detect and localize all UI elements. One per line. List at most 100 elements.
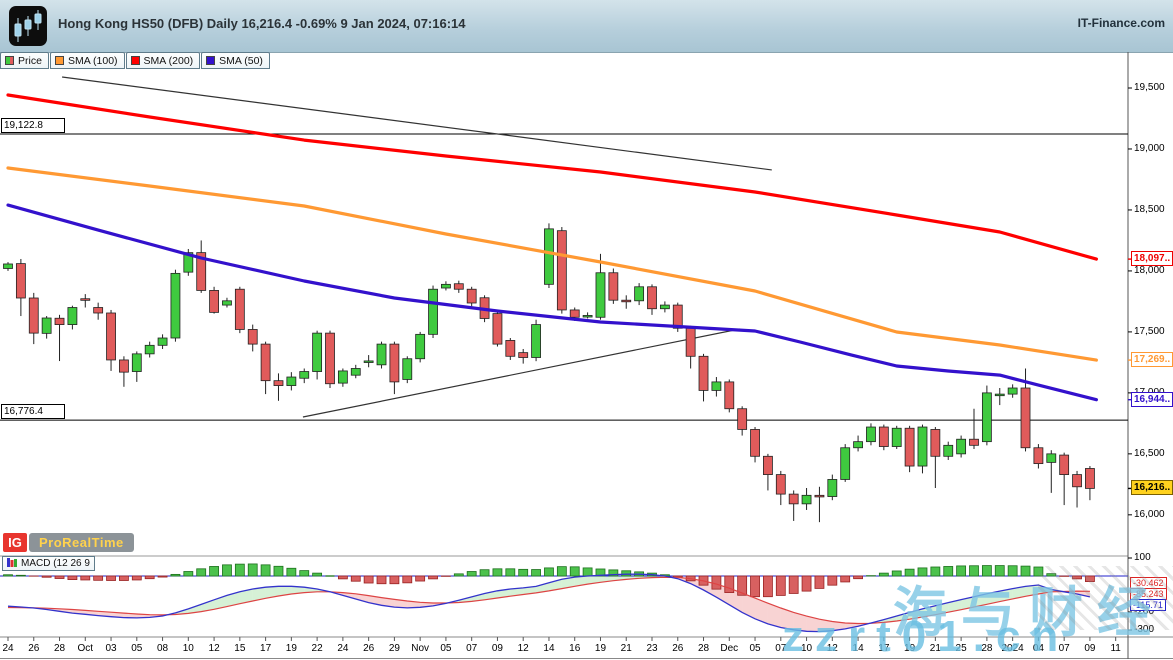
macd-histogram-bar (531, 569, 541, 577)
tab-sma-50[interactable]: SMA (50) (201, 52, 270, 69)
candle-body (814, 494, 825, 498)
trendline[interactable] (62, 76, 772, 171)
candle-body (453, 283, 464, 290)
macd-fill (111, 612, 124, 618)
tab-sma50-label: SMA (50) (219, 54, 263, 67)
macd-fill (767, 603, 781, 628)
candle-body (1072, 474, 1082, 488)
candle-body (763, 455, 773, 475)
macd-histogram-bar (41, 575, 52, 578)
macd-fill (948, 599, 962, 613)
macd-histogram-bar (80, 575, 91, 581)
candle-body (1020, 387, 1031, 449)
candle-body (234, 288, 245, 330)
macd-histogram-bar (106, 575, 116, 581)
macd-histogram-bar (415, 575, 426, 582)
candle-body (956, 438, 967, 455)
macd-histogram-bar (582, 567, 593, 577)
candle-body (866, 426, 876, 443)
indicator-legend: Price SMA (100) SMA (200) SMA (50) (0, 52, 271, 69)
tab-sma-100[interactable]: SMA (100) (49, 52, 125, 69)
macd-histogram-bar (376, 575, 387, 585)
candle-body (981, 392, 992, 443)
macd-fill (587, 575, 601, 585)
platform-logo[interactable]: IG ProRealTime (3, 533, 134, 552)
candle-body (350, 368, 361, 376)
candle-body (1046, 453, 1057, 463)
macd-histogram-bar (569, 566, 580, 577)
macd-histogram-bar (54, 575, 65, 579)
candle-body (917, 426, 928, 467)
macd-histogram-bar (209, 566, 219, 577)
macd-histogram-bar (724, 575, 735, 593)
macd-fill (1012, 586, 1026, 599)
tab-sma-200[interactable]: SMA (200) (125, 52, 201, 69)
sma100-legend-icon (54, 56, 64, 65)
macd-histogram-bar (878, 572, 889, 577)
candle-body (170, 272, 181, 339)
candle-body (286, 376, 297, 386)
macd-histogram-bar (67, 575, 78, 580)
candle-body (698, 355, 709, 391)
macd-signal-line[interactable] (7, 576, 1090, 625)
candle-body (183, 252, 194, 273)
macd-histogram-bar (93, 575, 104, 581)
macd-fill (742, 593, 756, 619)
macd-main-line[interactable] (7, 573, 1091, 633)
candle-body (67, 307, 78, 325)
macd-fill (999, 588, 1013, 602)
candle-body (196, 252, 207, 291)
candle-body (608, 272, 619, 301)
candle-body (672, 304, 683, 329)
candle-body (775, 474, 786, 495)
candle-body (119, 359, 129, 373)
candle-body (1007, 387, 1018, 395)
macd-histogram-bar (827, 575, 838, 586)
macd-histogram-bar (1020, 565, 1031, 577)
candlestick-logo-icon (9, 6, 47, 46)
macd-histogram-bar (273, 565, 284, 577)
macd-histogram-bar (157, 575, 168, 578)
macd-tab-label: MACD (12 26 9 (21, 558, 90, 569)
macd-histogram-bar (556, 566, 567, 577)
macd-histogram-bar (466, 571, 477, 577)
candle-body (15, 263, 26, 299)
macd-legend-icon (7, 557, 17, 570)
sma-200-line[interactable] (6, 93, 1099, 261)
candle-body (106, 312, 116, 361)
sma200-legend-icon (130, 56, 140, 65)
candle-body (3, 263, 13, 269)
candle-body (325, 332, 335, 385)
candle-body (144, 344, 155, 355)
macd-fill (239, 588, 253, 604)
candle-body (878, 426, 889, 447)
macd-fill (355, 593, 369, 603)
macd-histogram-bar (3, 574, 13, 577)
macd-histogram-bar (492, 568, 503, 577)
candle-body (853, 441, 863, 449)
macd-fill (845, 622, 859, 629)
sma-100-line[interactable] (6, 166, 1099, 362)
candle-body (994, 393, 1005, 397)
macd-fill (471, 593, 485, 602)
sma-50-line[interactable] (6, 203, 1099, 402)
macd-histogram-bar (595, 568, 606, 577)
candle-body (788, 493, 799, 505)
macd-histogram-bar (917, 567, 928, 577)
macd-histogram-bar (402, 575, 413, 584)
macd-histogram-bar (337, 575, 348, 580)
macd-histogram-bar (260, 564, 271, 577)
macd-histogram-bar (981, 565, 992, 577)
trendline[interactable] (302, 328, 740, 418)
macd-histogram-bar (621, 570, 632, 577)
macd-histogram-bar (750, 575, 760, 598)
tab-sma200-label: SMA (200) (143, 54, 194, 67)
candle-body (556, 230, 567, 311)
tab-price[interactable]: Price (0, 52, 49, 69)
tab-macd-indicator[interactable]: MACD (12 26 9 (2, 556, 95, 571)
candle-body (505, 340, 516, 357)
macd-histogram-bar (183, 571, 194, 577)
candle-body (544, 228, 554, 285)
macd-histogram-bar (930, 566, 941, 577)
